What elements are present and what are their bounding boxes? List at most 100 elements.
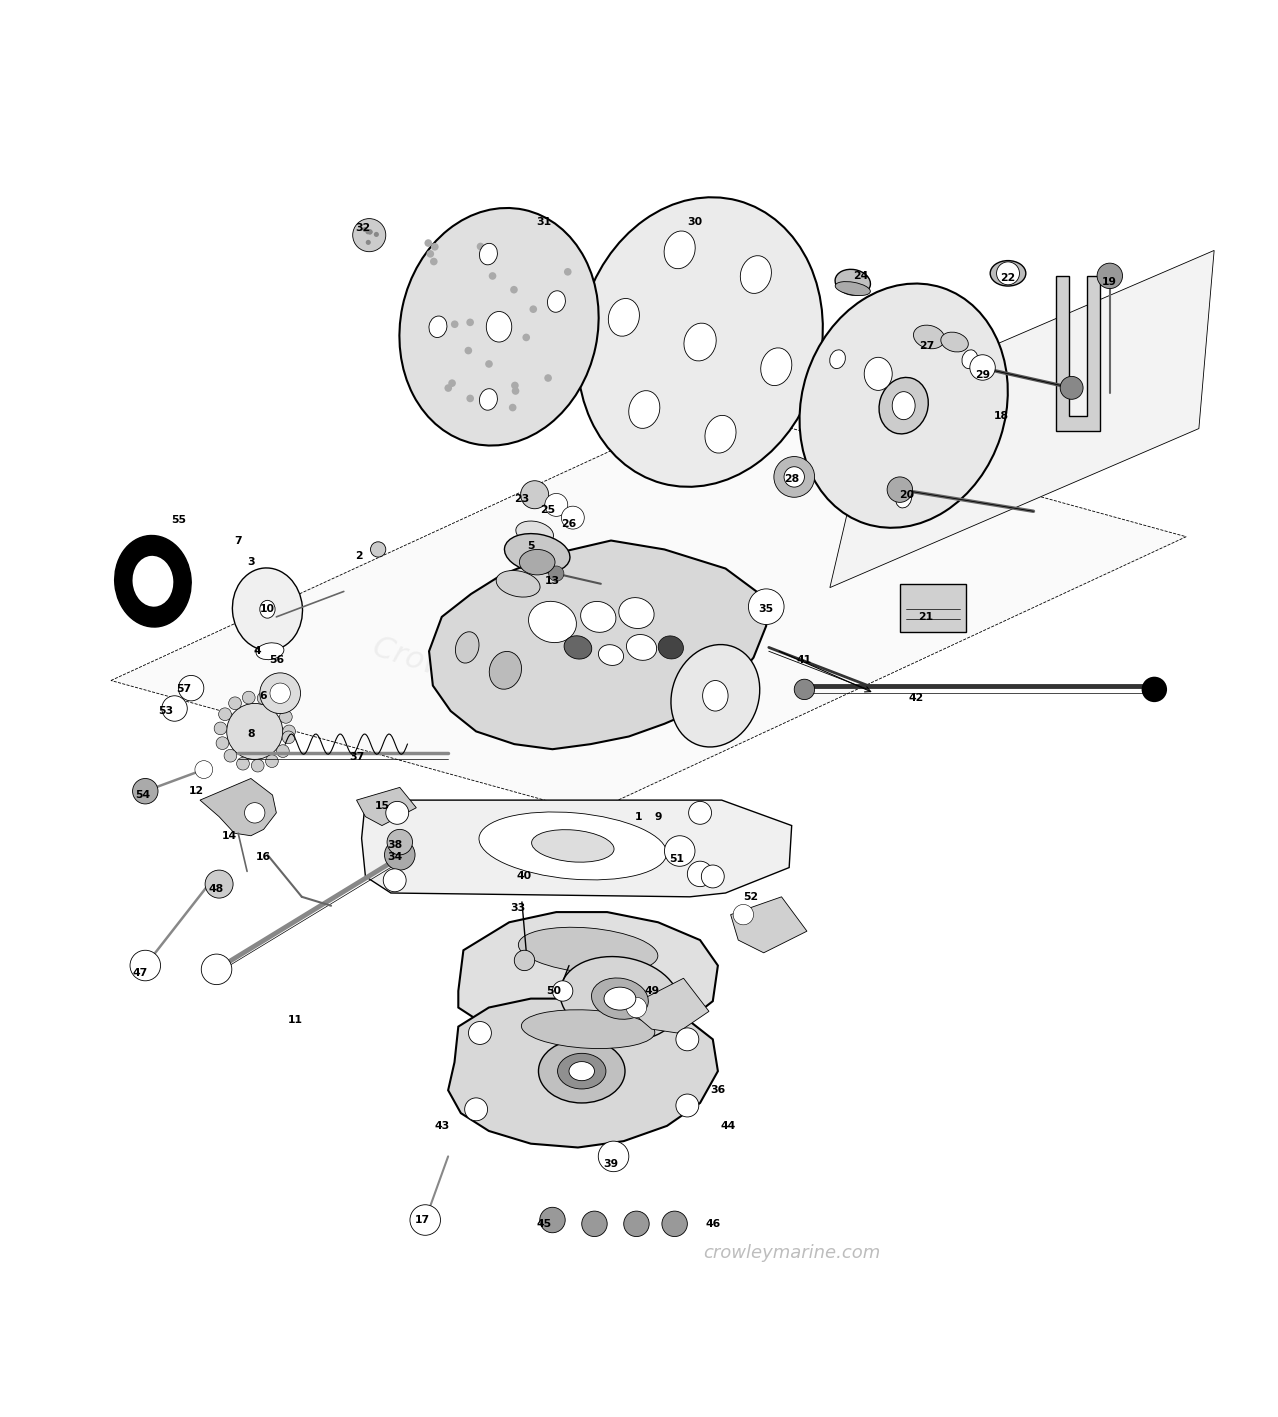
- Polygon shape: [829, 251, 1214, 588]
- Ellipse shape: [479, 244, 497, 265]
- Ellipse shape: [592, 978, 648, 1019]
- Text: 41: 41: [797, 655, 812, 665]
- Text: 45: 45: [535, 1219, 551, 1229]
- Circle shape: [363, 227, 368, 232]
- Ellipse shape: [760, 349, 792, 385]
- Ellipse shape: [598, 645, 624, 666]
- Ellipse shape: [914, 324, 944, 349]
- Text: 55: 55: [171, 516, 185, 526]
- Circle shape: [469, 1022, 492, 1044]
- Text: 46: 46: [705, 1219, 721, 1229]
- Text: 5: 5: [527, 541, 534, 551]
- Text: 18: 18: [994, 411, 1010, 421]
- Ellipse shape: [560, 956, 680, 1040]
- Circle shape: [552, 981, 573, 1002]
- Circle shape: [368, 230, 373, 235]
- Circle shape: [219, 708, 231, 721]
- Ellipse shape: [836, 282, 870, 296]
- Text: 7: 7: [234, 536, 242, 546]
- Text: 47: 47: [133, 968, 148, 978]
- Text: 25: 25: [539, 504, 555, 514]
- Circle shape: [270, 683, 290, 703]
- Polygon shape: [111, 405, 1186, 813]
- Ellipse shape: [532, 830, 613, 862]
- Circle shape: [466, 394, 474, 402]
- Circle shape: [511, 381, 519, 390]
- Ellipse shape: [665, 231, 695, 269]
- Circle shape: [794, 679, 814, 700]
- Circle shape: [229, 697, 242, 710]
- Ellipse shape: [703, 680, 728, 711]
- Circle shape: [734, 904, 754, 925]
- Circle shape: [366, 239, 371, 245]
- Circle shape: [216, 737, 229, 750]
- Text: 15: 15: [374, 802, 390, 812]
- Polygon shape: [731, 897, 806, 952]
- Ellipse shape: [505, 534, 570, 572]
- Ellipse shape: [521, 1010, 654, 1049]
- Circle shape: [374, 232, 378, 237]
- Circle shape: [581, 1212, 607, 1237]
- Circle shape: [244, 802, 265, 823]
- Ellipse shape: [400, 208, 598, 445]
- Circle shape: [688, 862, 713, 887]
- Text: 51: 51: [670, 853, 685, 863]
- Circle shape: [427, 249, 435, 258]
- Ellipse shape: [671, 645, 759, 747]
- Ellipse shape: [569, 1061, 594, 1081]
- Circle shape: [179, 676, 203, 701]
- Ellipse shape: [658, 636, 684, 659]
- Text: 43: 43: [435, 1121, 450, 1131]
- Circle shape: [410, 1204, 441, 1236]
- Circle shape: [1097, 264, 1122, 289]
- Ellipse shape: [879, 377, 928, 434]
- Ellipse shape: [479, 388, 497, 410]
- Text: 17: 17: [415, 1214, 431, 1226]
- Text: 26: 26: [561, 519, 576, 529]
- Circle shape: [368, 230, 372, 234]
- Polygon shape: [362, 801, 791, 897]
- Circle shape: [1061, 377, 1082, 400]
- Circle shape: [162, 696, 188, 721]
- Polygon shape: [429, 540, 767, 750]
- Text: 24: 24: [852, 271, 868, 281]
- Text: 8: 8: [247, 728, 254, 738]
- Text: Crowley Marine: Crowley Marine: [369, 633, 603, 734]
- Circle shape: [282, 726, 295, 738]
- Ellipse shape: [538, 1039, 625, 1102]
- Circle shape: [201, 954, 231, 985]
- Text: 4: 4: [253, 646, 261, 656]
- Text: 33: 33: [510, 903, 525, 914]
- Text: 30: 30: [688, 217, 703, 227]
- Text: 20: 20: [898, 490, 914, 500]
- Circle shape: [510, 286, 518, 293]
- Circle shape: [371, 541, 386, 557]
- Ellipse shape: [705, 415, 736, 453]
- Circle shape: [266, 755, 279, 768]
- Text: 40: 40: [516, 871, 532, 881]
- Text: 38: 38: [387, 840, 403, 850]
- Circle shape: [511, 387, 519, 395]
- Circle shape: [488, 272, 496, 279]
- Ellipse shape: [133, 555, 174, 606]
- Circle shape: [440, 324, 447, 332]
- Ellipse shape: [608, 299, 639, 336]
- Ellipse shape: [529, 601, 576, 643]
- Ellipse shape: [487, 312, 511, 341]
- Circle shape: [626, 998, 647, 1017]
- Ellipse shape: [864, 357, 892, 391]
- Ellipse shape: [519, 927, 658, 973]
- Circle shape: [514, 951, 534, 971]
- Text: 53: 53: [158, 706, 174, 716]
- Ellipse shape: [835, 269, 870, 295]
- Circle shape: [196, 761, 212, 778]
- Circle shape: [257, 691, 270, 704]
- Ellipse shape: [580, 601, 616, 632]
- Ellipse shape: [800, 283, 1008, 527]
- Circle shape: [548, 565, 564, 581]
- Text: 13: 13: [544, 577, 560, 587]
- Ellipse shape: [256, 643, 284, 660]
- Circle shape: [544, 374, 552, 381]
- Circle shape: [259, 673, 300, 714]
- Text: 27: 27: [919, 341, 934, 351]
